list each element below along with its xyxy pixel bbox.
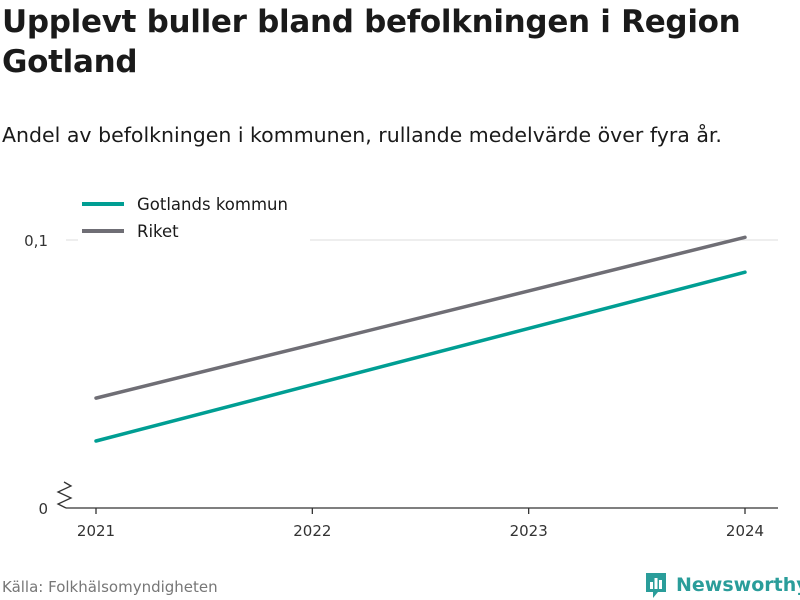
source-note: Källa: Folkhälsomyndigheten [2, 578, 218, 596]
legend-label-1: Riket [137, 222, 179, 241]
x-axis-ticks: 2021 2022 2023 2024 [77, 508, 764, 540]
x-tick-label: 2023 [510, 522, 548, 540]
series-line-0 [94, 270, 747, 443]
brand-name: Newsworthy [676, 574, 800, 596]
chart-title: Upplevt buller bland befolkningen i Regi… [2, 4, 741, 80]
axes [56, 481, 778, 509]
series-line-1 [94, 235, 747, 400]
y-axis-ticks: 00,1 [24, 232, 48, 518]
legend: Gotlands kommun Riket [78, 190, 310, 244]
x-tick-label: 2021 [77, 522, 115, 540]
axis-break-icon [56, 481, 73, 509]
x-tick-label: 2022 [293, 522, 331, 540]
series-lines [94, 235, 747, 443]
y-tick-label: 0 [38, 500, 48, 518]
legend-label-0: Gotlands kommun [137, 195, 288, 214]
legend-background [78, 190, 310, 244]
newsworthy-logo-icon [646, 573, 666, 598]
y-tick-label: 0,1 [24, 232, 48, 250]
x-tick-label: 2024 [726, 522, 764, 540]
chart-subtitle: Andel av befolkningen i kommunen, rullan… [2, 123, 722, 147]
brand-logo: Newsworthy [644, 570, 800, 600]
